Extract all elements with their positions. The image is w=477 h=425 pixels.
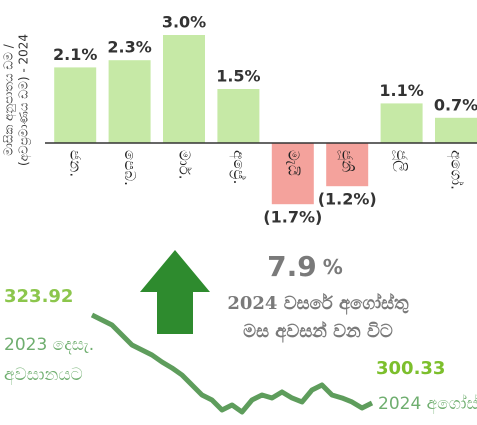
bar	[163, 35, 205, 143]
data-label: (1.7%)	[263, 208, 322, 227]
data-label: 0.7%	[434, 95, 477, 114]
start-value: 323.92	[4, 286, 73, 307]
bar	[108, 60, 151, 144]
data-label: 1.1%	[379, 81, 423, 100]
end-label: 2024 අගෝස්තු	[378, 394, 477, 415]
x-tick-label: ජන.	[67, 150, 85, 177]
x-tick-label: ජූනි	[338, 150, 357, 172]
x-tick-label: මාර්.	[176, 150, 194, 180]
bar	[54, 67, 97, 143]
change-text: 2024 වසරේ අගෝස්තු	[227, 292, 409, 315]
x-tick-label: ජූලි	[392, 150, 411, 172]
data-label: 3.0%	[162, 13, 206, 32]
y-axis-label: (අවප්‍රමාණය ඩම) - 2024	[17, 34, 32, 166]
x-tick-label: මැයි	[284, 150, 302, 176]
start-label: අවසානයට	[4, 365, 83, 386]
end-value: 300.33	[376, 358, 445, 379]
x-tick-label: අප්‍රේ.	[229, 150, 248, 184]
y-axis-label: මාසික අනුපාතය ඩම /	[2, 43, 17, 155]
data-label: (1.2%)	[318, 190, 377, 209]
bar	[326, 143, 369, 187]
change-unit: %	[323, 255, 343, 279]
data-label: 2.3%	[107, 38, 151, 57]
change-text: මස අවසන් වන විට	[243, 320, 393, 343]
bar	[435, 117, 477, 143]
line	[90, 312, 374, 415]
data-label: 1.5%	[216, 67, 260, 86]
start-label: 2023 දෙසැ.	[4, 335, 94, 355]
bar	[217, 89, 260, 143]
change-number: 7.9	[267, 250, 317, 283]
data-label: 2.1%	[53, 45, 97, 64]
bar	[271, 143, 314, 205]
change-value: 7.9%	[267, 250, 343, 283]
bar	[380, 103, 423, 143]
x-tick-label: පෙබ.	[121, 150, 139, 186]
up-arrow	[140, 250, 210, 334]
x-tick-label: අගෝ.	[447, 150, 466, 190]
